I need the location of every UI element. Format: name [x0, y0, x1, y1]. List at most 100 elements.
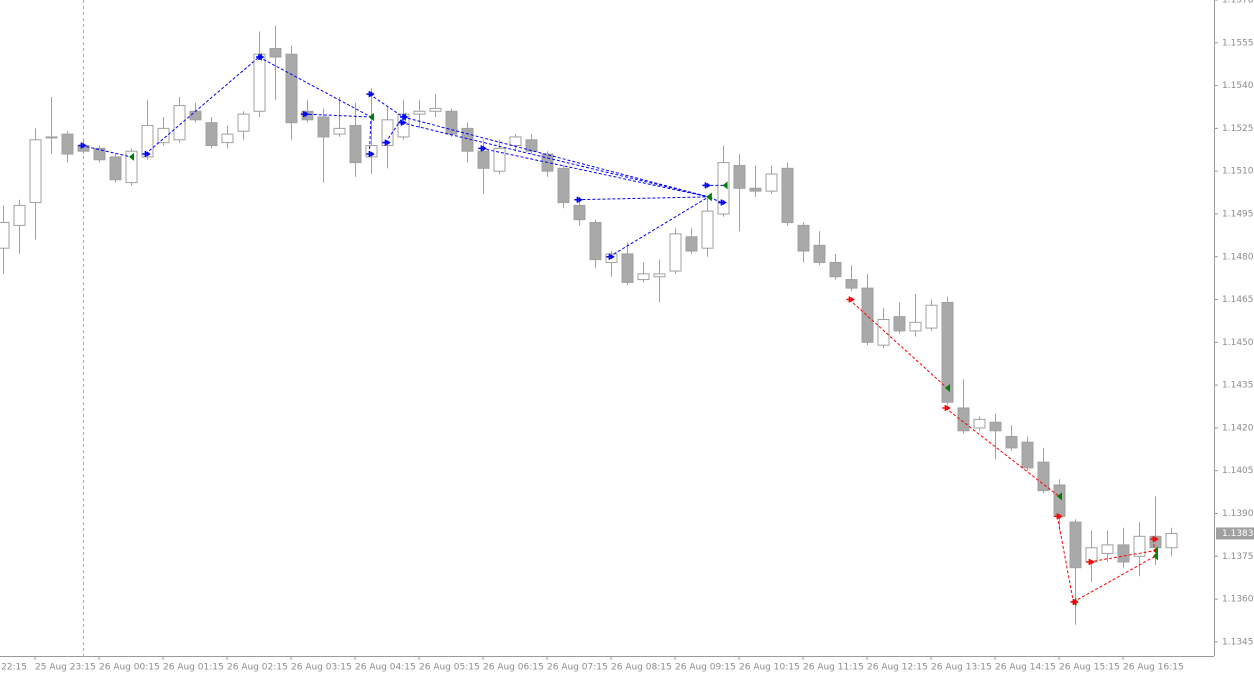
candle-body	[317, 116, 330, 138]
trade-exit	[706, 192, 712, 201]
candle-body	[589, 222, 602, 261]
last-price-label: 1.1383	[1222, 529, 1254, 539]
trade-entry	[366, 91, 375, 98]
y-tick-label: 1.1465	[1222, 295, 1254, 305]
trade-line	[1056, 516, 1074, 603]
trade-line	[303, 113, 372, 118]
candle-body	[1021, 441, 1034, 469]
trade-line	[81, 145, 132, 158]
trade-entry	[398, 119, 407, 126]
x-tick-label: 26 Aug 08:15	[611, 663, 672, 673]
trade-entry	[574, 196, 583, 203]
candle-body	[989, 421, 1002, 432]
candle-body	[13, 204, 26, 226]
candle-body	[189, 110, 202, 121]
candle-body	[157, 127, 170, 144]
trade-exit	[722, 181, 728, 190]
trade-exit	[945, 383, 950, 392]
candle-body	[301, 110, 314, 121]
candle-body	[781, 167, 794, 224]
trade-entry	[478, 145, 487, 152]
candle-body	[701, 210, 714, 249]
candle-body	[1101, 544, 1114, 554]
y-tick-label: 1.1450	[1222, 338, 1254, 348]
candle-body	[109, 156, 122, 181]
trade-entry	[366, 151, 375, 158]
candle-body	[509, 136, 522, 146]
candle-body	[1069, 521, 1082, 569]
trade-entry	[256, 54, 265, 61]
candle-body	[477, 150, 490, 169]
x-tick-label: 26 Aug 10:15	[739, 663, 800, 673]
candle-body	[845, 279, 858, 289]
x-tick-label: 26 Aug 03:15	[291, 663, 352, 673]
candle-body	[717, 162, 730, 215]
y-tick-label: 1.1345	[1222, 637, 1254, 647]
candle-body	[253, 53, 266, 112]
candle-body	[285, 53, 298, 124]
y-tick-label: 1.1510	[1222, 167, 1254, 177]
trade-entry	[1070, 598, 1079, 605]
x-tick-label: 26 Aug 11:15	[803, 663, 864, 673]
candle-body	[653, 273, 666, 278]
candle-body	[141, 125, 154, 158]
candle-body	[525, 139, 538, 152]
trade-line	[401, 122, 709, 198]
candle-body	[93, 147, 106, 161]
candle-body	[1149, 535, 1162, 549]
y-tick-label: 1.1360	[1222, 595, 1254, 605]
trade-exit	[129, 152, 134, 161]
candle-body	[349, 125, 362, 164]
trade-line	[1073, 555, 1156, 603]
trade-line	[1089, 550, 1156, 563]
candle-body	[877, 319, 890, 346]
x-tick-label: 26 Aug 15:15	[1059, 663, 1120, 673]
candle-body	[173, 105, 186, 141]
x-tick-label: 26 Aug 02:15	[227, 663, 288, 673]
x-tick-label: 26 Aug 16:15	[1123, 663, 1184, 673]
trade-line	[145, 56, 260, 155]
trade-entry	[400, 113, 409, 120]
x-tick-label: 26 Aug 05:15	[419, 663, 480, 673]
trade-entry	[942, 404, 951, 411]
y-tick-label: 1.1405	[1222, 466, 1254, 476]
candle-body	[45, 136, 58, 139]
trade-exit	[1057, 492, 1062, 501]
candle-body	[381, 119, 394, 146]
candle-body	[429, 107, 442, 112]
trade-entry	[846, 296, 855, 303]
trade-exit	[369, 112, 374, 121]
candle-body	[813, 244, 826, 263]
candle-body	[1053, 484, 1066, 517]
trade-entry	[718, 199, 727, 206]
candle-body	[445, 110, 458, 135]
trade-line	[849, 299, 948, 389]
last-price-box	[1216, 527, 1254, 540]
candle-body	[893, 316, 906, 332]
trade-line	[368, 116, 372, 155]
x-tick-label: 22:15	[1, 663, 27, 673]
trade-entry	[1086, 558, 1095, 565]
candle-body	[925, 304, 938, 329]
candle-body	[957, 407, 970, 432]
candle-body	[221, 133, 234, 144]
candle-body	[1005, 435, 1018, 449]
x-tick-label: 26 Aug 09:15	[675, 663, 736, 673]
trade-entry	[1150, 536, 1159, 543]
candle-body	[365, 144, 378, 158]
trade-line	[945, 407, 1060, 497]
y-tick-label: 1.1480	[1222, 252, 1254, 262]
y-tick-label: 1.1495	[1222, 209, 1254, 219]
trade-line	[384, 116, 404, 143]
candle-body	[797, 224, 810, 252]
candle-body	[973, 418, 986, 429]
trade-entry	[606, 253, 615, 260]
candle-body	[461, 127, 474, 152]
candle-body	[861, 287, 874, 343]
candle-body	[1133, 535, 1146, 557]
y-tick-label: 1.1570	[1222, 0, 1254, 6]
x-tick-label: 26 Aug 12:15	[867, 663, 928, 673]
x-tick-label: 26 Aug 13:15	[931, 663, 992, 673]
